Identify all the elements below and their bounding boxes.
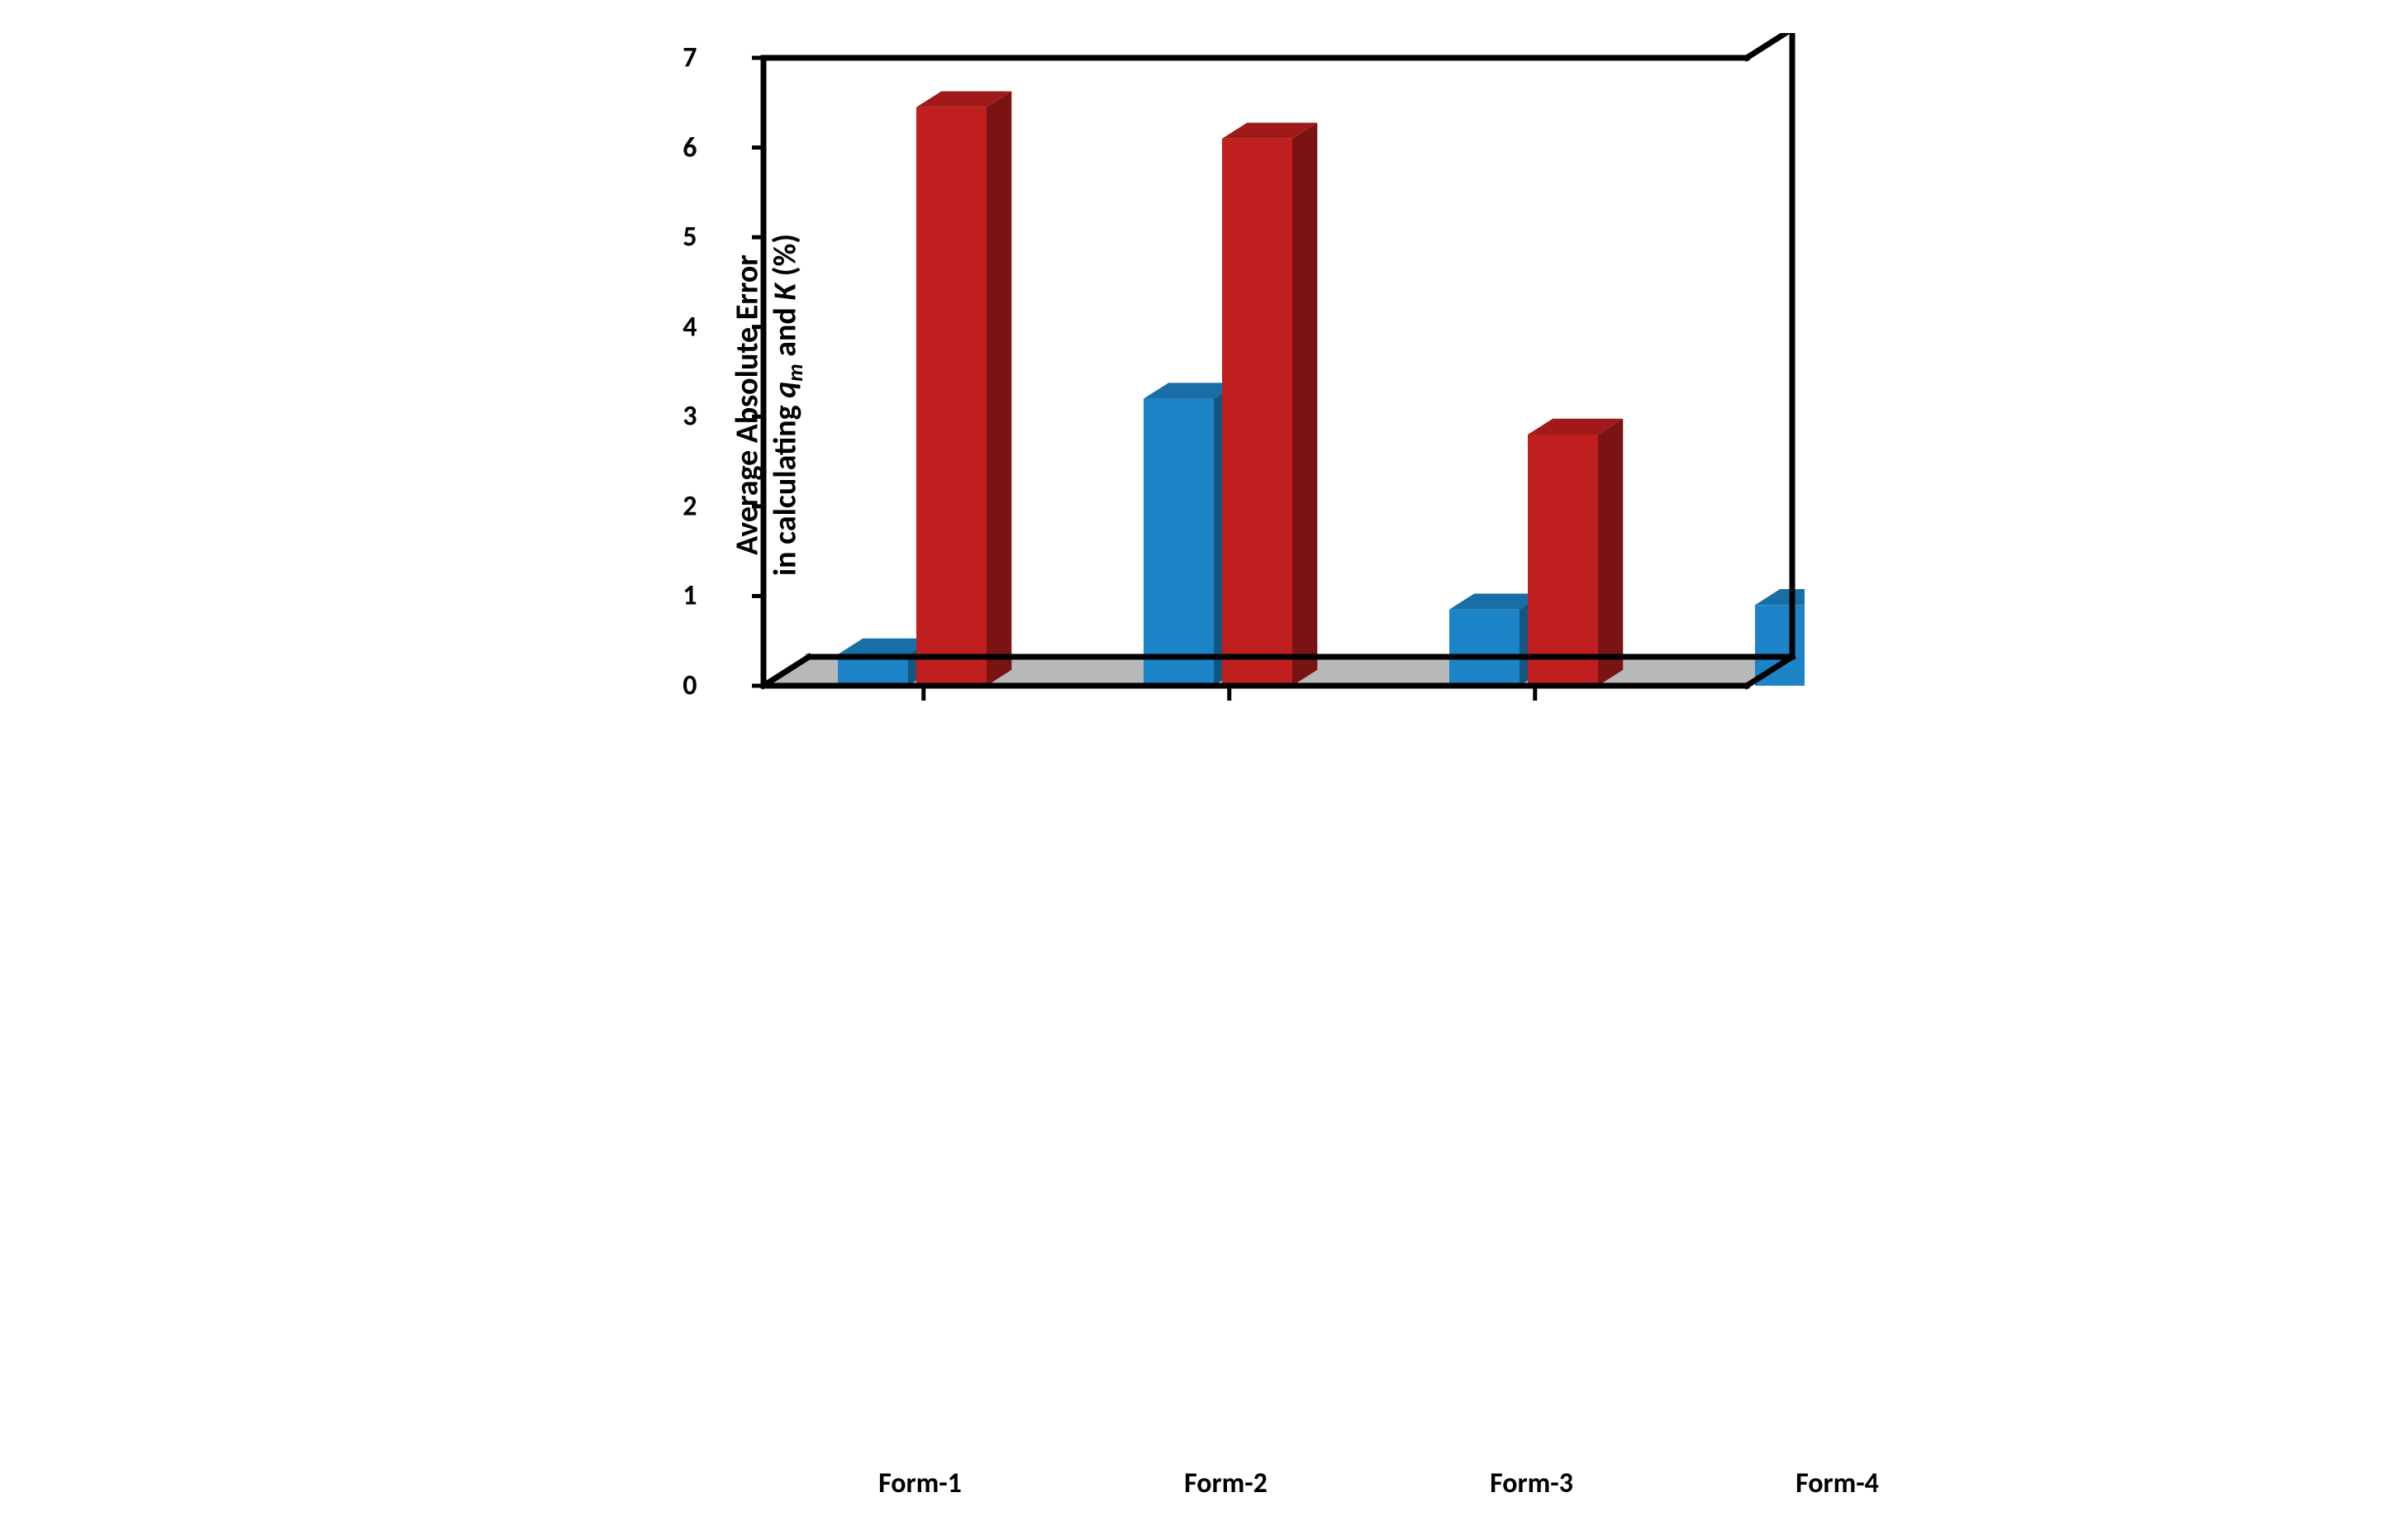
x-category-label: Form-1	[854, 1466, 987, 1500]
bar-front	[1449, 610, 1520, 686]
y-tick-label: 7	[683, 41, 697, 75]
y-tick-label: 4	[683, 310, 697, 344]
chart-container: Average Absolute Error in calculating qm…	[623, 33, 1780, 777]
y-tick-label: 5	[683, 221, 697, 254]
bar-front	[1528, 435, 1598, 686]
bar-front	[1222, 139, 1292, 686]
y-tick-label: 2	[683, 489, 697, 523]
bar-side	[1598, 419, 1623, 686]
chart-plot	[730, 33, 1805, 752]
y-tick-label: 6	[683, 131, 697, 164]
x-category-label: Form-4	[1772, 1466, 1904, 1500]
bar-side	[1292, 122, 1317, 686]
y-tick-label: 1	[683, 579, 697, 613]
bar-side	[987, 91, 1011, 686]
bar-front	[1144, 399, 1214, 686]
x-category-label: Form-2	[1160, 1466, 1292, 1500]
x-category-label: Form-3	[1466, 1466, 1598, 1500]
y-tick-label: 3	[683, 400, 697, 434]
y-tick-label: 0	[683, 669, 697, 703]
bar-top	[1755, 589, 1805, 605]
bar-front	[916, 107, 987, 686]
